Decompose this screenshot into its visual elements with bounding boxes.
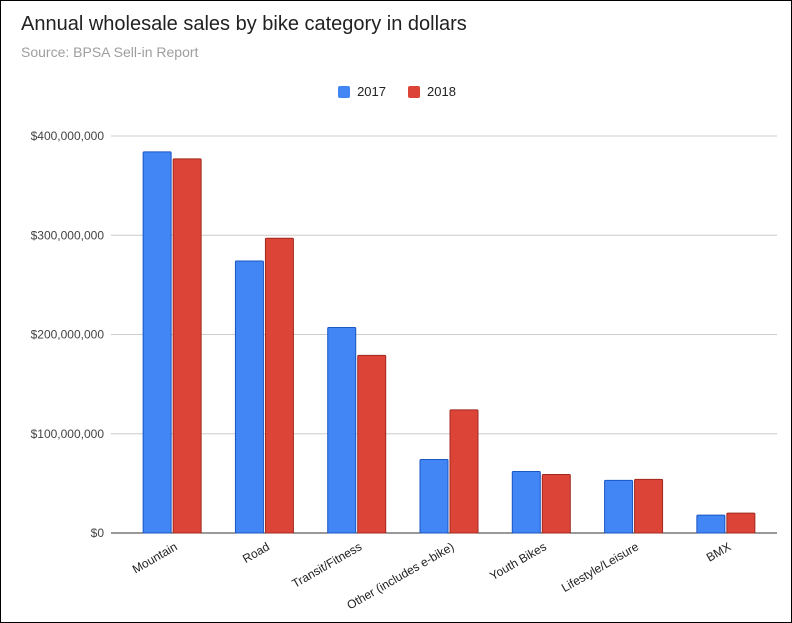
bar-mountain-2018: [172, 158, 202, 534]
y-tick-label-1: $100,000,000: [31, 427, 105, 441]
legend-item-2017[interactable]: 2017: [338, 84, 386, 99]
bar-youth-bikes-2018: [541, 473, 571, 534]
bar-mountain-2017: [142, 151, 172, 534]
y-tick-label-0: $0: [91, 526, 105, 540]
bar-lifestyle-leisure-2018: [634, 478, 664, 534]
bar-road-2018: [264, 237, 294, 534]
x-tick-label-2: Transit/Fitness: [289, 539, 364, 590]
legend-item-2018[interactable]: 2018: [408, 84, 456, 99]
legend-swatch-2017: [338, 85, 351, 98]
y-tick-label-2: $200,000,000: [31, 328, 105, 342]
legend-label-2017: 2017: [357, 84, 386, 99]
bar-transit-fitness-2018: [357, 354, 387, 534]
bar-lifestyle-leisure-2017: [604, 479, 634, 534]
bar-youth-bikes-2017: [511, 470, 541, 534]
bar-bmx-2018: [726, 512, 756, 534]
chart-subtitle: Source: BPSA Sell-in Report: [21, 44, 199, 60]
x-tick-label-1: Road: [240, 539, 272, 565]
bar-transit-fitness-2017: [327, 327, 357, 534]
x-tick-label-5: Lifestyle/Leisure: [559, 539, 641, 595]
bar-other-includes-e-bike-2017: [419, 459, 449, 534]
chart-title: Annual wholesale sales by bike category …: [21, 13, 467, 35]
x-tick-label-6: BMX: [704, 539, 734, 564]
bar-other-includes-e-bike-2018: [449, 409, 479, 534]
chart-legend: 2017 2018: [1, 84, 792, 99]
legend-swatch-2018: [408, 85, 420, 98]
y-tick-label-4: $400,000,000: [31, 129, 105, 143]
x-tick-label-4: Youth Bikes: [487, 539, 549, 583]
x-tick-label-0: Mountain: [130, 539, 180, 576]
bar-road-2017: [234, 260, 264, 534]
bar-bmx-2017: [696, 514, 726, 534]
legend-label-2018: 2018: [427, 84, 456, 99]
y-tick-label-3: $300,000,000: [31, 228, 105, 242]
